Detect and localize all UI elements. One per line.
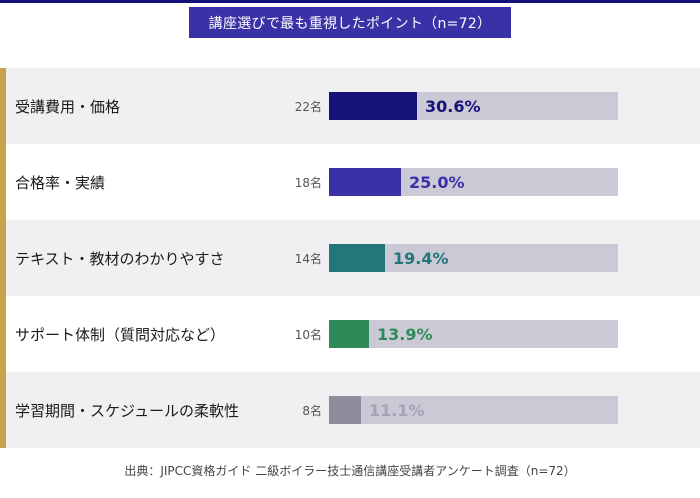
bar-track [329,92,618,120]
count-label: 10名 [294,327,322,342]
bar [329,320,369,348]
category-label: テキスト・教材のわかりやすさ [15,249,225,268]
chart-title: 講座選びで最も重視したポイント（n=72） [189,7,511,38]
bar-row: 合格率・実績 18名 25.0% [6,144,700,220]
category-label: 合格率・実績 [15,173,106,192]
count-label: 22名 [294,99,322,114]
count-label: 14名 [294,251,322,266]
bar-rows: 受講費用・価格 22名 30.6% 合格率・実績 18名 25.0% テキスト・教材のわかり… [6,68,700,448]
accent-bar [0,68,6,448]
bar-row: 受講費用・価格 22名 30.6% [6,68,700,144]
category-label: サポート体制（質問対応など） [15,325,226,344]
value-label: 19.4% [393,248,449,268]
category-label: 学習期間・スケジュールの柔軟性 [15,401,239,420]
bar-row: サポート体制（質問対応など） 10名 13.9% [6,296,700,372]
bar [329,244,385,272]
bar [329,396,361,424]
bar-track [329,396,618,424]
value-label: 25.0% [409,172,465,192]
count-label: 8名 [302,403,322,418]
category-label: 受講費用・価格 [15,97,121,116]
bar [329,168,401,196]
top-rule [0,0,700,3]
value-label: 30.6% [425,96,481,116]
count-label: 18名 [294,175,322,190]
value-label: 13.9% [377,324,433,344]
chart-title-text: 講座選びで最も重視したポイント（n=72） [208,15,492,32]
bar-track [329,244,618,272]
bar-row: 学習期間・スケジュールの柔軟性 8名 11.1% [6,372,700,448]
value-label: 11.1% [369,400,425,420]
bar [329,92,417,120]
bar-track [329,168,618,196]
source-note: 出典：JIPCC資格ガイド 二級ボイラー技士通信講座受講者アンケート調査（n=7… [124,464,576,478]
bar-track [329,320,618,348]
bar-row: テキスト・教材のわかりやすさ 14名 19.4% [6,220,700,296]
